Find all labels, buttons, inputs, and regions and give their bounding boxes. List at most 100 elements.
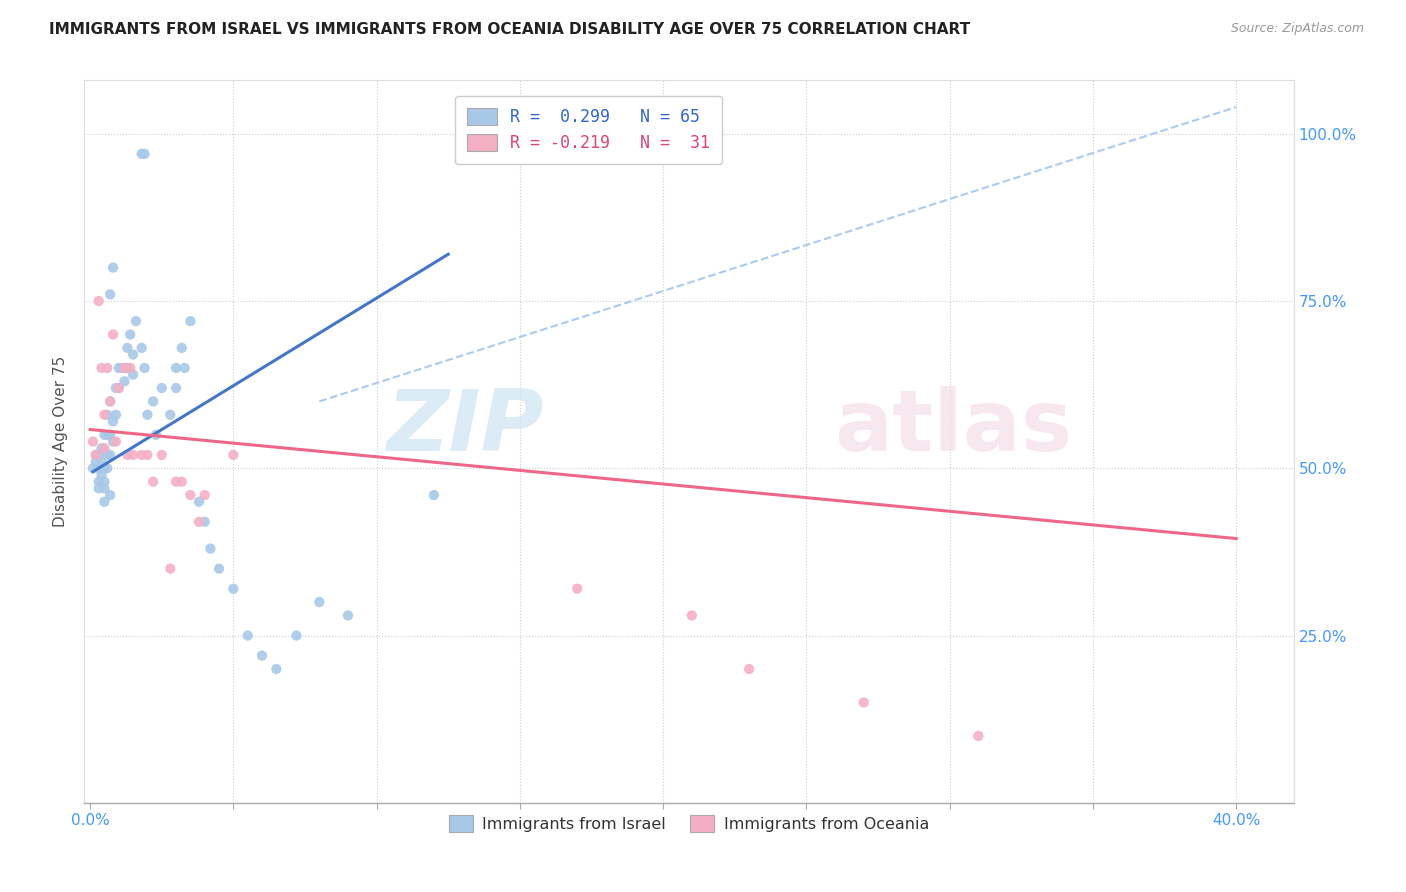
Point [87, 294, 110, 309]
Point [90, 361, 112, 376]
Point [84, 448, 107, 462]
Point [98, 427, 121, 442]
Point [738, 662, 761, 676]
Point [236, 628, 259, 642]
Point [93, 461, 115, 475]
Point [87, 475, 110, 489]
Point [96, 408, 118, 422]
Point [96, 448, 118, 462]
Point [122, 348, 145, 362]
Point [134, 361, 156, 376]
Point [82, 461, 104, 475]
Point [98, 488, 121, 502]
Point [852, 696, 875, 710]
Point [90, 442, 112, 455]
Point [131, 147, 153, 161]
Point [114, 361, 136, 376]
Point [98, 394, 121, 409]
Point [101, 414, 124, 429]
Point [165, 361, 187, 376]
Point [114, 375, 136, 389]
Point [93, 442, 115, 455]
Point [122, 368, 145, 382]
Point [150, 381, 173, 395]
Point [173, 361, 195, 376]
Point [142, 475, 165, 489]
Point [96, 361, 118, 376]
Point [179, 314, 201, 328]
Point [101, 327, 124, 342]
Point [266, 662, 288, 676]
Point [93, 482, 115, 496]
Point [170, 341, 193, 355]
Point [101, 260, 124, 275]
Point [96, 461, 118, 475]
Point [93, 408, 115, 422]
Point [117, 448, 139, 462]
Text: IMMIGRANTS FROM ISRAEL VS IMMIGRANTS FROM OCEANIA DISABILITY AGE OVER 75 CORRELA: IMMIGRANTS FROM ISRAEL VS IMMIGRANTS FRO… [49, 22, 970, 37]
Point [98, 394, 121, 409]
Point [142, 394, 165, 409]
Legend: Immigrants from Israel, Immigrants from Oceania: Immigrants from Israel, Immigrants from … [443, 809, 935, 838]
Point [82, 434, 104, 449]
Point [200, 541, 222, 556]
Point [90, 467, 112, 482]
Point [93, 427, 115, 442]
Point [107, 381, 129, 395]
Point [336, 608, 359, 623]
Point [120, 361, 142, 376]
Point [159, 562, 181, 576]
Point [125, 314, 148, 328]
Point [194, 515, 217, 529]
Point [131, 341, 153, 355]
Point [136, 448, 159, 462]
Point [117, 341, 139, 355]
Point [131, 448, 153, 462]
Point [967, 729, 990, 743]
Point [188, 494, 211, 508]
Point [188, 515, 211, 529]
Text: ZIP: ZIP [387, 385, 544, 468]
Point [98, 448, 121, 462]
Point [170, 475, 193, 489]
Y-axis label: Disability Age Over 75: Disability Age Over 75 [53, 356, 69, 527]
Point [101, 434, 124, 449]
Point [285, 628, 308, 642]
Point [194, 488, 217, 502]
Point [117, 361, 139, 376]
Point [93, 475, 115, 489]
Point [87, 448, 110, 462]
Point [208, 562, 231, 576]
Point [159, 408, 181, 422]
Point [567, 582, 589, 596]
Point [250, 648, 273, 663]
Point [107, 361, 129, 376]
Text: atlas: atlas [834, 385, 1073, 468]
Point [136, 408, 159, 422]
Point [179, 488, 201, 502]
Point [96, 427, 118, 442]
Point [681, 608, 703, 623]
Point [84, 455, 107, 469]
Point [165, 381, 187, 395]
Point [308, 595, 330, 609]
Point [87, 461, 110, 475]
Point [84, 448, 107, 462]
Point [104, 381, 127, 395]
Point [87, 482, 110, 496]
Point [222, 582, 245, 596]
Point [107, 381, 129, 395]
Point [122, 448, 145, 462]
Text: Source: ZipAtlas.com: Source: ZipAtlas.com [1230, 22, 1364, 36]
Point [104, 434, 127, 449]
Point [104, 408, 127, 422]
Point [222, 448, 245, 462]
Point [110, 361, 132, 376]
Point [165, 475, 187, 489]
Point [423, 488, 446, 502]
Point [150, 448, 173, 462]
Point [90, 455, 112, 469]
Point [93, 494, 115, 508]
Point [98, 287, 121, 301]
Point [145, 427, 167, 442]
